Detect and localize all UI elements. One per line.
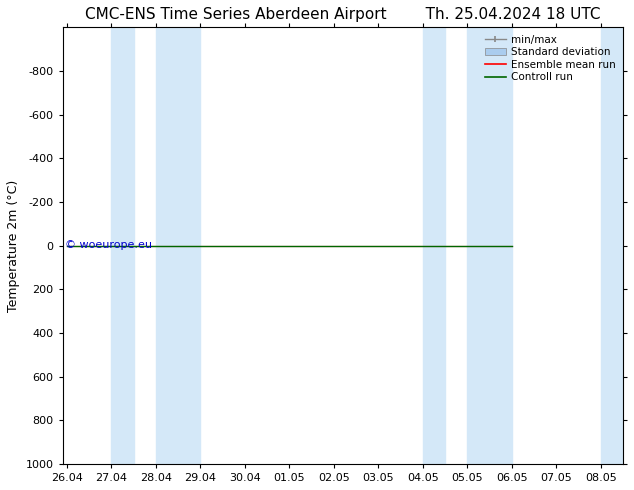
Legend: min/max, Standard deviation, Ensemble mean run, Controll run: min/max, Standard deviation, Ensemble me… — [482, 32, 618, 84]
Bar — [112, 27, 134, 464]
Bar — [600, 27, 623, 464]
Y-axis label: Temperature 2m (°C): Temperature 2m (°C) — [7, 179, 20, 312]
Bar — [156, 27, 200, 464]
Title: CMC-ENS Time Series Aberdeen Airport        Th. 25.04.2024 18 UTC: CMC-ENS Time Series Aberdeen Airport Th.… — [85, 7, 600, 22]
Text: © woeurope.eu: © woeurope.eu — [65, 240, 152, 250]
Bar — [423, 27, 445, 464]
Bar — [467, 27, 512, 464]
